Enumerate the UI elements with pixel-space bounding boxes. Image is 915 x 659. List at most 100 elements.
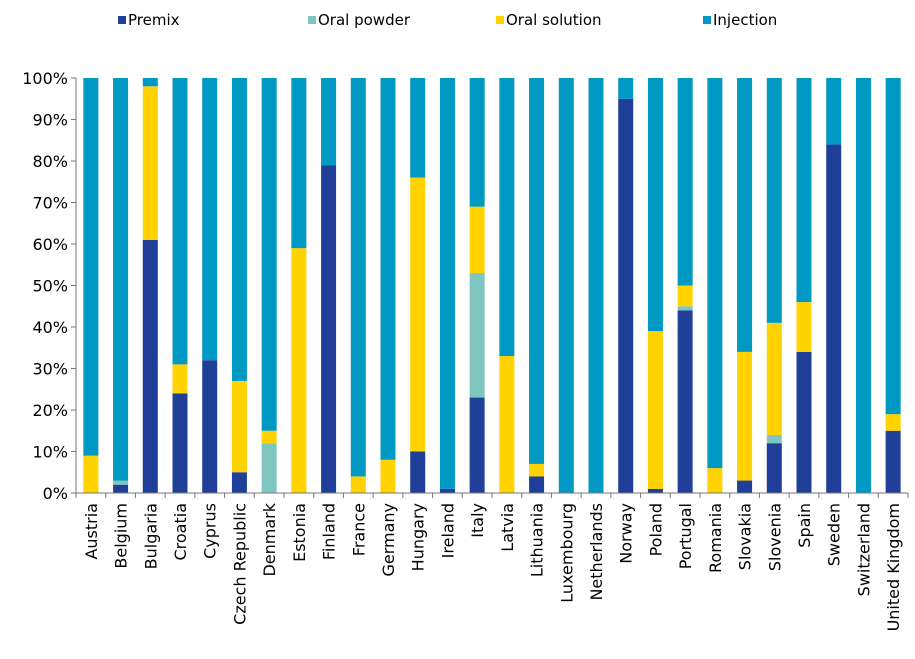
y-tick-label: 80% <box>32 152 68 171</box>
bar-segment-injection <box>707 78 723 469</box>
bar-segment-oral-solution <box>350 476 366 493</box>
y-tick-label: 90% <box>32 111 68 130</box>
bar-segment-premix <box>677 310 693 493</box>
legend-swatch-oral-solution <box>496 16 504 24</box>
bar-segment-premix <box>647 488 663 493</box>
bar-segment-injection <box>291 78 307 249</box>
bar-segment-injection <box>469 78 485 207</box>
x-tick-label: Poland <box>646 503 665 556</box>
y-tick-label: 40% <box>32 318 68 337</box>
bar-segment-injection <box>380 78 396 460</box>
bar-segment-premix <box>410 451 426 493</box>
bar-segment-premix <box>826 144 842 493</box>
x-tick-label: Estonia <box>290 503 309 562</box>
bar-segment-premix <box>796 351 812 493</box>
legend-swatch-premix <box>118 16 126 24</box>
x-tick-label: Ireland <box>438 503 457 558</box>
bar-segment-oral-solution <box>231 380 247 473</box>
bar-segment-premix <box>737 480 753 493</box>
bar-segment-oral-solution <box>499 356 515 493</box>
y-tick-label: 60% <box>32 235 68 254</box>
bar-segment-premix <box>142 239 158 493</box>
x-tick-label: Netherlands <box>587 503 606 601</box>
y-tick-label: 10% <box>32 443 68 462</box>
x-tick-label: Switzerland <box>854 503 873 596</box>
x-tick-label: Slovakia <box>736 503 755 570</box>
x-tick-label: Italy <box>468 503 487 538</box>
bar-segment-oral-solution <box>469 206 485 274</box>
x-tick-label: Croatia <box>171 503 190 561</box>
bar-segment-oral-solution <box>677 285 693 307</box>
legend-label-premix: Premix <box>128 11 180 29</box>
bar-segment-premix <box>321 165 337 493</box>
bar-segment-injection <box>172 78 188 365</box>
bar-segment-oral-solution <box>885 414 901 431</box>
x-tick-label: Austria <box>82 503 101 560</box>
bar-segment-injection <box>677 78 693 286</box>
bar-segment-oral-powder <box>766 434 782 444</box>
bar-segment-injection <box>202 78 218 361</box>
bar-segment-oral-solution <box>83 455 99 493</box>
bar-segment-premix <box>172 393 188 493</box>
legend-label-oral-solution: Oral solution <box>506 11 602 29</box>
y-tick-label: 70% <box>32 194 68 213</box>
legend: Premix Oral powder Oral solution Injection <box>118 11 777 29</box>
bar-segment-premix <box>469 397 485 493</box>
legend-label-oral-powder: Oral powder <box>318 11 411 29</box>
bar-segment-premix <box>618 98 634 493</box>
bar-segment-injection <box>321 78 337 166</box>
x-tick-label: Romania <box>706 503 725 573</box>
x-tick-label: Sweden <box>825 503 844 566</box>
bar-segment-injection <box>83 78 99 456</box>
bar-segment-oral-solution <box>172 364 188 394</box>
x-tick-label: Latvia <box>498 503 517 552</box>
bars <box>83 78 901 493</box>
x-tick-label: Spain <box>795 503 814 548</box>
bar-segment-premix <box>885 430 901 493</box>
bar-segment-oral-solution <box>647 331 663 489</box>
bar-segment-injection <box>558 78 574 493</box>
x-tick-label: Slovenia <box>765 503 784 571</box>
bar-segment-injection <box>796 78 812 303</box>
bar-segment-oral-solution <box>737 351 753 481</box>
bar-segment-premix <box>529 476 545 493</box>
y-tick-label: 30% <box>32 360 68 379</box>
bar-segment-oral-solution <box>291 248 307 493</box>
x-tick-label: Finland <box>320 503 339 560</box>
bar-segment-injection <box>766 78 782 323</box>
x-tick-label: Cyprus <box>201 503 220 559</box>
x-tick-label: Bulgaria <box>141 503 160 569</box>
bar-segment-oral-powder <box>677 306 693 311</box>
bar-segment-oral-solution <box>796 302 812 352</box>
x-tick-label: Czech Republic <box>230 503 249 625</box>
bar-segment-oral-solution <box>707 468 723 493</box>
x-axis: Austria Belgium Bulgaria Croatia Cyprus Czech… <box>75 492 909 631</box>
bar-segment-premix <box>439 488 455 493</box>
bar-segment-oral-solution <box>766 322 782 435</box>
bar-segment-injection <box>826 78 842 145</box>
legend-swatch-injection <box>703 16 711 24</box>
x-tick-label: Denmark <box>260 502 279 576</box>
bar-segment-oral-solution <box>410 177 426 452</box>
bar-segment-injection <box>261 78 277 431</box>
bar-segment-injection <box>737 78 753 352</box>
bar-segment-oral-solution <box>142 86 158 240</box>
bar-segment-oral-powder <box>113 480 129 485</box>
y-tick-label: 50% <box>32 277 68 296</box>
bar-segment-premix <box>766 443 782 493</box>
bar-segment-injection <box>142 78 158 87</box>
x-tick-label: United Kingdom <box>884 503 903 631</box>
y-tick-label: 0% <box>43 484 68 503</box>
bar-segment-injection <box>529 78 545 464</box>
bar-segment-injection <box>231 78 247 381</box>
bar-segment-premix <box>202 360 218 493</box>
bar-segment-oral-powder <box>469 273 485 398</box>
x-tick-label: France <box>349 503 368 556</box>
x-tick-label: Germany <box>379 503 398 577</box>
bar-segment-oral-solution <box>380 459 396 493</box>
bar-segment-injection <box>618 78 634 99</box>
bar-segment-injection <box>410 78 426 178</box>
bar-segment-injection <box>350 78 366 477</box>
x-tick-label: Portugal <box>676 503 695 569</box>
